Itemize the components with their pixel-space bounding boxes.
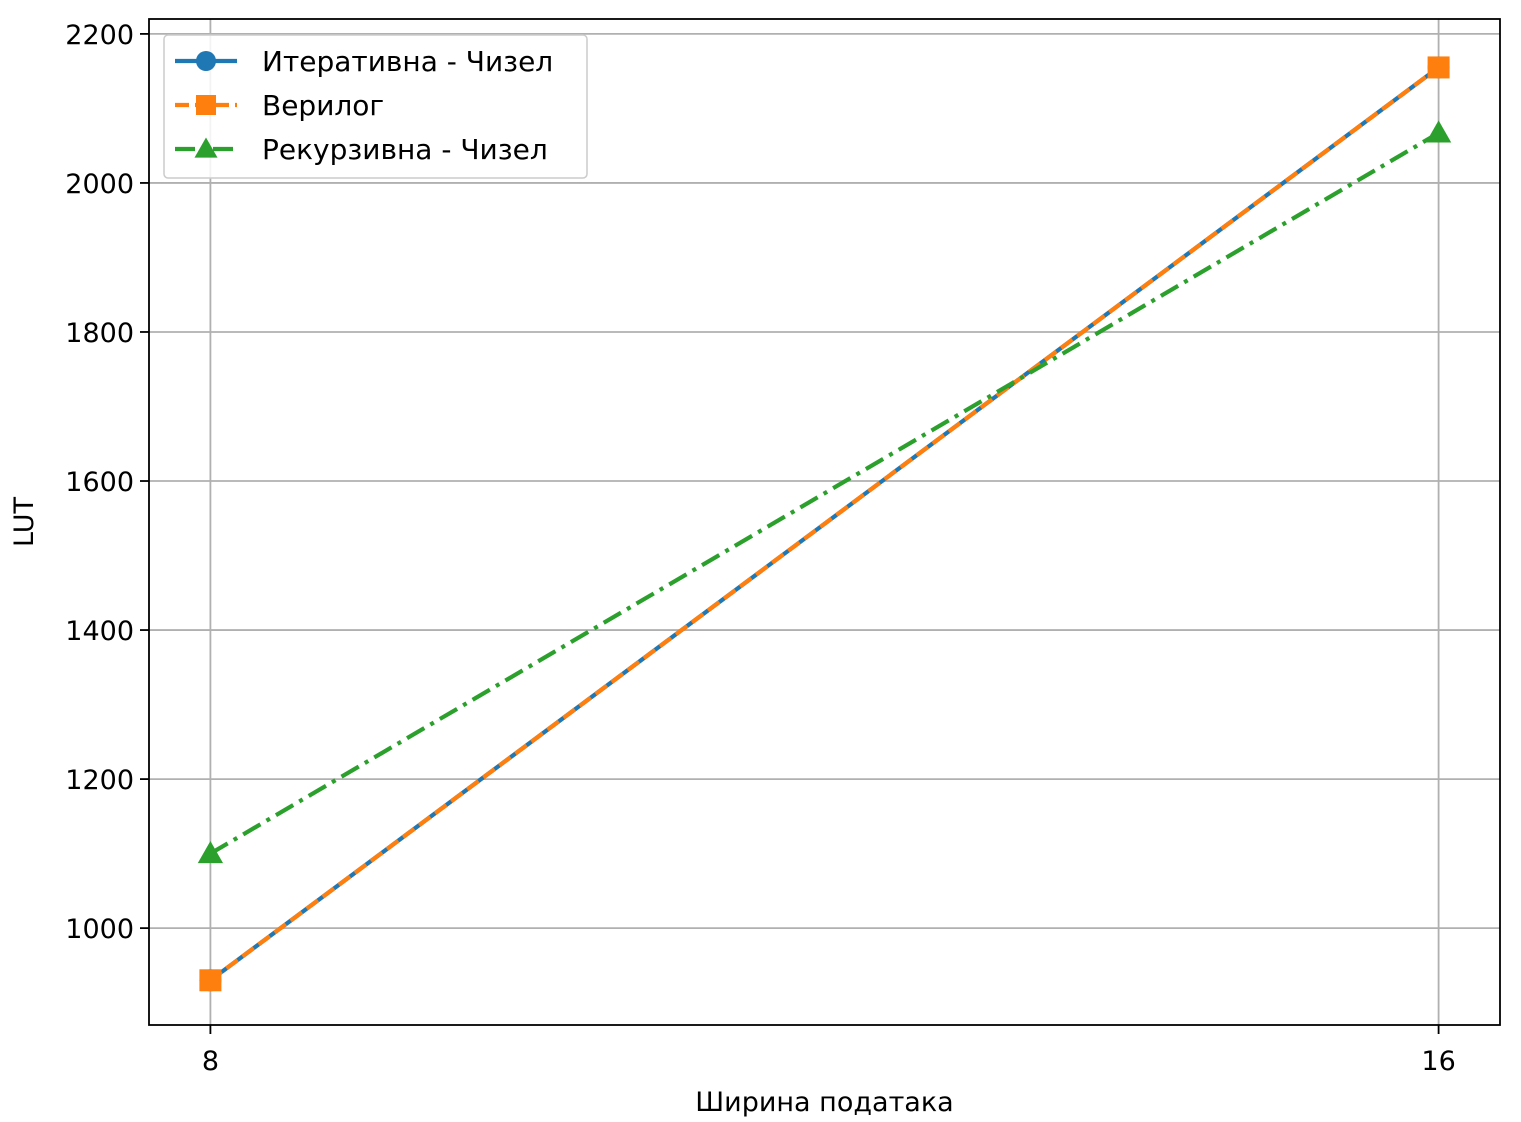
legend-label-1: Итеративна - Чизел bbox=[262, 45, 553, 78]
legend-marker-1 bbox=[196, 51, 216, 71]
x-axis-label: Ширина података bbox=[695, 1087, 953, 1118]
y-axis-label: LUT bbox=[9, 497, 40, 547]
data-point-series-3 bbox=[197, 840, 224, 864]
y-tick-label: 1200 bbox=[65, 765, 134, 796]
plot-frame bbox=[148, 18, 1501, 1026]
legend-marker-2 bbox=[196, 95, 216, 115]
y-tick-label: 2200 bbox=[65, 20, 134, 51]
data-point-series-3 bbox=[1425, 120, 1452, 143]
axis-ticks: 1000 1200 1400 1600 1800 2000 2200 8 16 bbox=[65, 20, 1455, 1077]
legend-label-3: Рекурзивна - Чизел bbox=[262, 133, 548, 166]
y-tick-label: 1400 bbox=[65, 616, 134, 647]
series-line-3 bbox=[209, 131, 1440, 856]
x-tick-label: 16 bbox=[1421, 1046, 1455, 1077]
series-layer bbox=[197, 56, 1452, 992]
y-tick-label: 1800 bbox=[65, 318, 134, 349]
legend-box bbox=[163, 34, 588, 179]
legend-label-2: Верилог bbox=[262, 89, 384, 122]
y-tick-label: 1000 bbox=[65, 914, 134, 945]
x-tick-label: 8 bbox=[202, 1046, 219, 1077]
series-line-2 bbox=[209, 65, 1440, 982]
y-tick-label: 2000 bbox=[65, 169, 134, 200]
grid bbox=[149, 19, 1500, 1025]
data-point-series-2 bbox=[199, 969, 222, 992]
legend: Итеративна - Чизел Верилог Рекурзивна - Чи… bbox=[163, 34, 588, 179]
legend-marker-3 bbox=[194, 137, 218, 158]
y-tick-label: 1600 bbox=[65, 467, 134, 498]
data-point-series-2 bbox=[1427, 56, 1450, 79]
